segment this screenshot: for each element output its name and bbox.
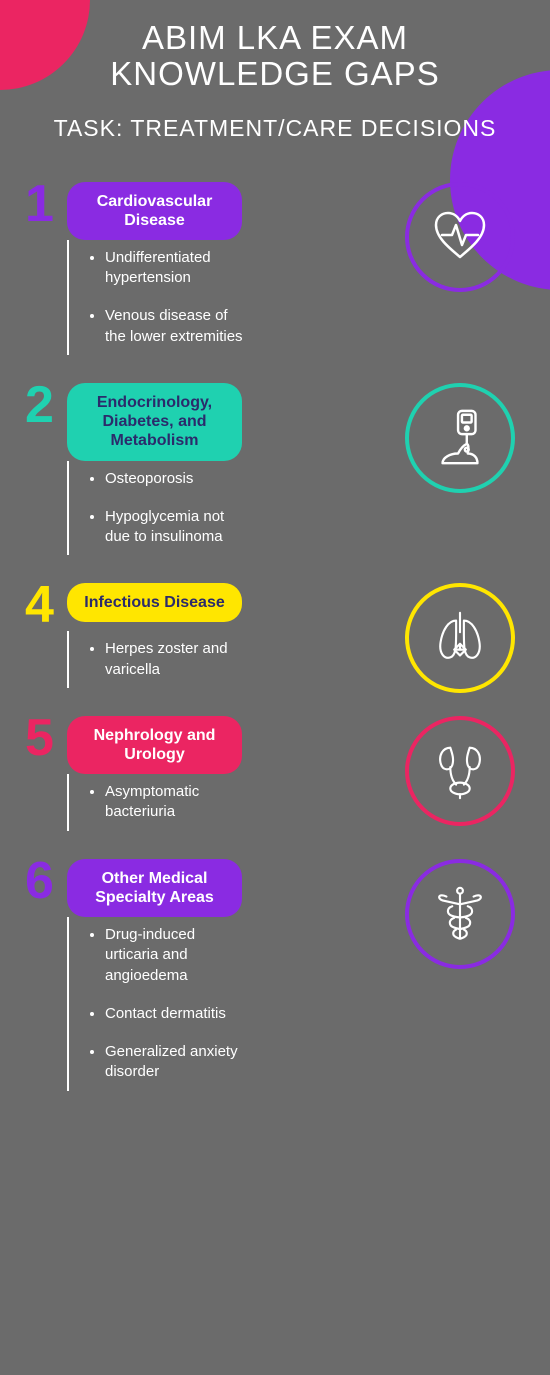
bullet-list: Undifferentiated hypertension Venous dise… [67,240,247,355]
title-line-2: KNOWLEDGE GAPS [110,55,439,92]
bullet-item: Hypoglycemia not due to insulinoma [105,507,247,548]
bullet-item: Herpes zoster and varicella [105,639,247,680]
caduceus-icon [405,859,515,969]
section-number: 4 [25,579,67,631]
kidney-icon [405,716,515,826]
section-number: 5 [25,712,67,764]
bullet-item: Undifferentiated hypertension [105,248,247,289]
page-subtitle: TASK: TREATMENT/CARE DECISIONS [0,115,550,142]
page-title: ABIM LKA EXAM KNOWLEDGE GAPS [0,20,550,93]
glucose-icon [405,383,515,493]
bullet-item: Venous disease of the lower extremities [105,306,247,347]
category-pill: Other Medical Specialty Areas [67,859,242,917]
section-5: 5Nephrology and UrologyAsymptomatic bact… [25,716,525,831]
header: ABIM LKA EXAM KNOWLEDGE GAPS TASK: TREAT… [0,0,550,142]
category-pill: Endocrinology, Diabetes, and Metabolism [67,383,242,461]
section-2: 2Endocrinology, Diabetes, and Metabolism… [25,383,525,555]
lungs-icon [405,583,515,693]
section-6: 6Other Medical Specialty AreasDrug-induc… [25,859,525,1091]
title-line-1: ABIM LKA EXAM [142,19,408,56]
bullet-list: Osteoporosis Hypoglycemia not due to insu… [67,461,247,556]
bullet-item: Generalized anxiety disorder [105,1042,247,1083]
heart-icon [405,182,515,292]
category-pill: Nephrology and Urology [67,716,242,774]
category-pill: Cardiovascular Disease [67,182,242,240]
bullet-item: Contact dermatitis [105,1004,247,1024]
section-4: 4Infectious DiseaseHerpes zoster and var… [25,583,525,688]
bullet-list: Herpes zoster and varicella [67,631,247,688]
bullet-item: Drug-induced urticaria and angioedema [105,925,247,986]
sections-container: 1Cardiovascular DiseaseUndifferentiated … [0,142,550,1091]
section-number: 2 [25,379,67,431]
bullet-item: Osteoporosis [105,469,247,489]
section-1: 1Cardiovascular DiseaseUndifferentiated … [25,182,525,355]
bullet-list: Asymptomatic bacteriuria [67,774,247,831]
section-number: 1 [25,178,67,230]
section-number: 6 [25,855,67,907]
bullet-item: Asymptomatic bacteriuria [105,782,247,823]
bullet-list: Drug-induced urticaria and angioedema Con… [67,917,247,1091]
category-pill: Infectious Disease [67,583,242,622]
